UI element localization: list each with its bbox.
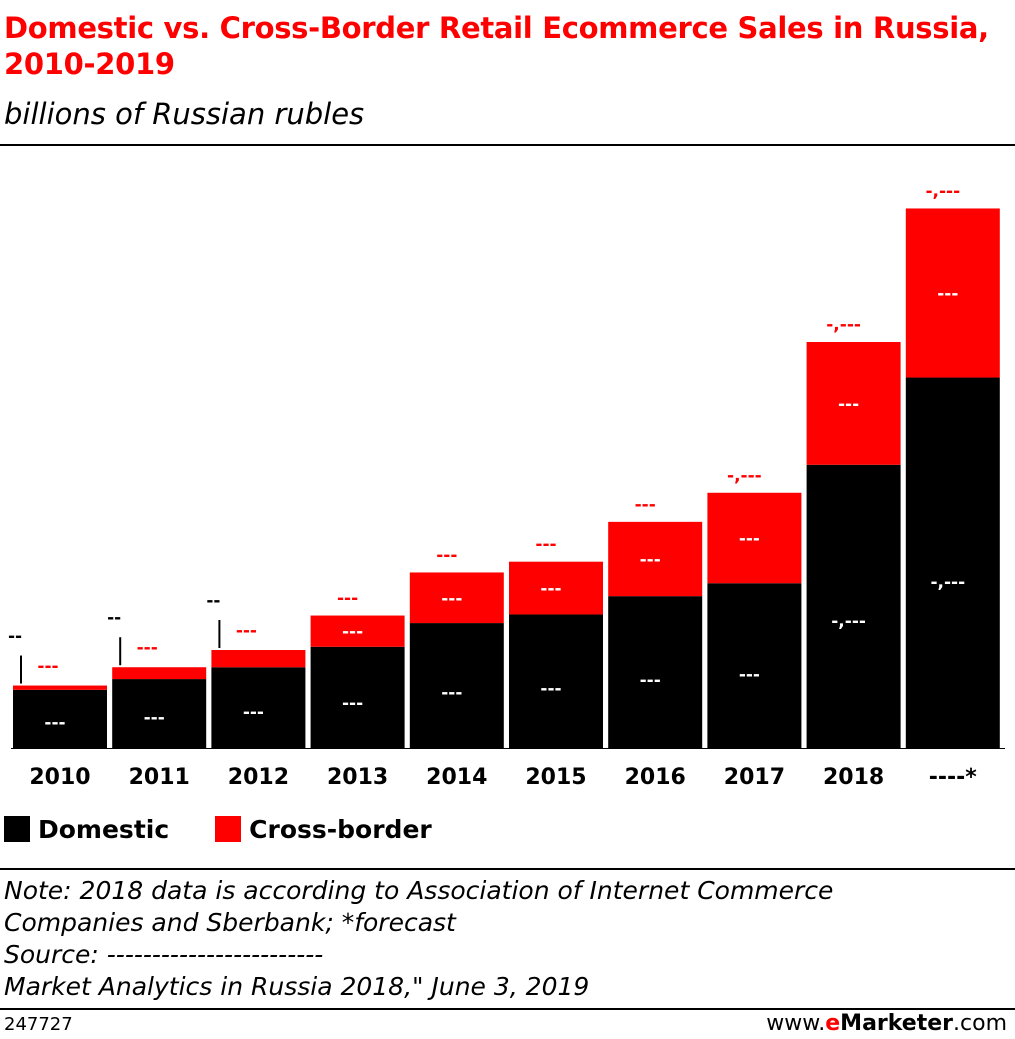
bar-domestic — [409, 623, 504, 748]
bar-cross-border — [310, 615, 405, 647]
x-tick-label: 2013 — [327, 765, 388, 790]
legend-label-domestic: Domestic — [38, 814, 170, 844]
note-line: Note: 2018 data is according to Associat… — [4, 876, 834, 905]
bar-domestic — [509, 614, 603, 748]
source-line: Source: ------------------------ — [4, 940, 324, 969]
bar-cross-border — [608, 521, 703, 597]
x-tick-label: 2018 — [823, 765, 884, 790]
bar-domestic — [806, 464, 901, 748]
x-tick-label: 2011 — [129, 765, 190, 790]
data-label-cross-border: --- — [640, 550, 661, 570]
x-tick-label: 2016 — [625, 765, 686, 790]
data-label-cross-border: --- — [342, 622, 363, 642]
bar-cross-border — [905, 208, 1000, 378]
bar-cross-border — [707, 492, 802, 584]
notes: Note: 2018 data is according to Associat… — [4, 875, 1009, 1003]
bar-domestic — [608, 596, 703, 748]
data-label-domestic: --- — [739, 665, 760, 685]
x-tick-label: 2015 — [525, 765, 586, 790]
data-label-total: -,--- — [925, 181, 960, 201]
data-label-cross-border: --- — [937, 284, 958, 304]
chart-legend: Domestic Cross-border — [4, 812, 478, 846]
brand-prefix: www. — [766, 1011, 826, 1036]
data-label-total: -,--- — [727, 466, 762, 486]
bar-cross-border — [806, 342, 901, 465]
data-label-cross-border: --- — [37, 657, 58, 677]
data-label-total: -- — [107, 608, 121, 628]
data-label-domestic: --- — [144, 708, 165, 728]
data-label-domestic: -,--- — [831, 612, 866, 632]
footer-divider — [0, 1008, 1015, 1010]
bar-cross-border — [13, 685, 107, 690]
brand-suffix: .com — [953, 1011, 1007, 1036]
data-label-total: --- — [337, 589, 358, 609]
brand-e: e — [825, 1011, 841, 1036]
legend-swatch-domestic — [4, 816, 30, 842]
data-label-domestic: --- — [44, 713, 65, 733]
chart-id: 247727 — [4, 1014, 73, 1035]
bar-cross-border — [409, 572, 504, 624]
data-label-domestic: -,--- — [930, 572, 965, 592]
bar-cross-border — [509, 561, 603, 615]
data-label-cross-border: --- — [236, 621, 257, 641]
bar-domestic — [13, 689, 107, 748]
data-label-total: --- — [436, 545, 457, 565]
bar-domestic — [905, 377, 1000, 748]
bar-domestic — [211, 667, 306, 748]
data-label-domestic: --- — [243, 703, 264, 723]
data-label-cross-border: --- — [540, 579, 561, 599]
source-line: Market Analytics in Russia 2018," June 3… — [4, 972, 590, 1001]
x-tick-label: ----* — [929, 765, 978, 790]
data-label-total: -,--- — [826, 315, 861, 335]
data-label-cross-border: --- — [838, 394, 859, 414]
legend-item-cross-border: Cross-border — [215, 815, 432, 844]
bar-domestic — [707, 583, 802, 748]
bar-domestic — [310, 646, 405, 748]
brand-name: Marketer — [840, 1011, 954, 1036]
data-label-total: -- — [8, 627, 22, 647]
x-tick-label: 2010 — [29, 765, 90, 790]
data-label-domestic: --- — [640, 671, 661, 691]
legend-item-domestic: Domestic — [4, 815, 169, 844]
bar-cross-border — [112, 667, 207, 680]
x-tick-label: 2017 — [724, 765, 785, 790]
chart-title: Domestic vs. Cross-Border Retail Ecommer… — [4, 11, 989, 81]
x-tick-label: 2014 — [426, 765, 487, 790]
brand-link[interactable]: www.eMarketer.com — [766, 1012, 1007, 1036]
data-label-cross-border: --- — [441, 589, 462, 609]
bar-cross-border — [211, 650, 306, 668]
x-tick-label: 2012 — [228, 765, 289, 790]
data-label-cross-border: --- — [137, 638, 158, 658]
data-label-domestic: --- — [441, 683, 462, 703]
legend-swatch-cross-border — [215, 816, 242, 842]
data-label-total: --- — [635, 495, 656, 515]
stacked-bar-chart: --------2010--------2011--------2012----… — [8, 181, 1005, 790]
legend-label-cross-border: Cross-border — [249, 814, 432, 844]
chart-subtitle: billions of Russian rubles — [4, 97, 365, 131]
header-divider — [0, 144, 1015, 146]
note-line: Companies and Sberbank; *forecast — [4, 908, 456, 937]
notes-divider — [0, 868, 1015, 870]
data-label-domestic: --- — [540, 679, 561, 699]
data-label-domestic: --- — [342, 693, 363, 713]
data-label-total: --- — [535, 535, 556, 555]
data-label-total: -- — [206, 591, 220, 611]
data-label-cross-border: --- — [739, 529, 760, 549]
bar-domestic — [112, 679, 207, 748]
